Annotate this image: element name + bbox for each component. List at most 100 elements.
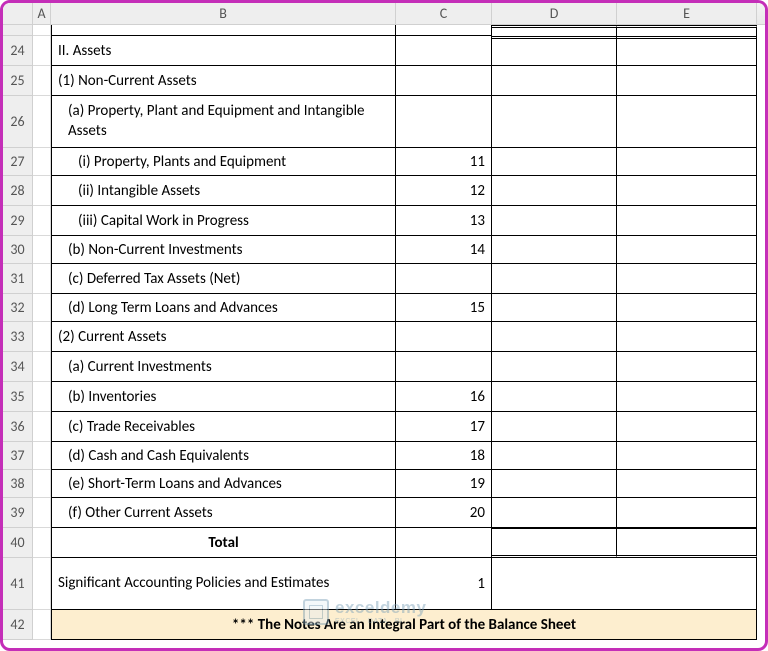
col-header-B[interactable]: B [51, 3, 396, 24]
row-header-36[interactable]: 36 [3, 412, 33, 442]
cell-A[interactable] [33, 36, 51, 66]
cell-DE-merged[interactable] [492, 558, 757, 610]
cell-D[interactable] [492, 294, 617, 322]
col-header-E[interactable]: E [617, 3, 757, 24]
row-header-42[interactable]: 42 [3, 610, 33, 640]
cell-E[interactable] [617, 442, 757, 470]
cell-B[interactable]: II. Assets [51, 36, 396, 66]
cell-A[interactable] [33, 352, 51, 382]
cell-B[interactable]: (2) Current Assets [51, 322, 396, 352]
cell-B[interactable]: (a) Property, Plant and Equipment and In… [51, 96, 396, 148]
cell-E[interactable] [617, 352, 757, 382]
cell-C[interactable]: 13 [396, 206, 492, 236]
cell-B[interactable]: (f) Other Current Assets [51, 498, 396, 528]
cell-C[interactable]: 16 [396, 382, 492, 412]
cell-D[interactable] [492, 442, 617, 470]
cell-A[interactable] [33, 236, 51, 264]
col-header-A[interactable]: A [33, 3, 51, 24]
cell-E[interactable] [617, 382, 757, 412]
cell-D[interactable] [492, 322, 617, 352]
cell-E[interactable] [617, 412, 757, 442]
cell-A[interactable] [33, 66, 51, 96]
cell-E[interactable] [617, 528, 757, 558]
cell-E[interactable] [617, 294, 757, 322]
cell-D[interactable] [492, 206, 617, 236]
cell-D[interactable] [492, 382, 617, 412]
cell-A[interactable] [33, 528, 51, 558]
row-header-26[interactable]: 26 [3, 96, 33, 148]
row-header-41[interactable]: 41 [3, 558, 33, 610]
cell-E[interactable] [617, 236, 757, 264]
cell-B[interactable]: Significant Accounting Policies and Esti… [51, 558, 396, 610]
cell-A[interactable] [33, 558, 51, 610]
cell-A[interactable] [33, 322, 51, 352]
cell-B[interactable]: (iii) Capital Work in Progress [51, 206, 396, 236]
row-header-24[interactable]: 24 [3, 36, 33, 66]
cell-E[interactable] [617, 264, 757, 294]
cell-B[interactable]: (c) Deferred Tax Assets (Net) [51, 264, 396, 294]
row-header-39[interactable]: 39 [3, 498, 33, 528]
cell-C[interactable]: 18 [396, 442, 492, 470]
cell-D[interactable] [492, 176, 617, 206]
cell-D[interactable] [492, 352, 617, 382]
cell-B[interactable]: (1) Non-Current Assets [51, 66, 396, 96]
cell-D[interactable] [492, 528, 617, 558]
cell-A[interactable] [33, 382, 51, 412]
cell-C[interactable] [396, 352, 492, 382]
cell-B[interactable]: (b) Inventories [51, 382, 396, 412]
row-header-28[interactable]: 28 [3, 176, 33, 206]
cell-D[interactable] [492, 96, 617, 148]
cell-E[interactable] [617, 66, 757, 96]
cell-D[interactable] [492, 412, 617, 442]
row-header-30[interactable]: 30 [3, 236, 33, 264]
row-header-25[interactable]: 25 [3, 66, 33, 96]
cell-A[interactable] [33, 498, 51, 528]
cell-D[interactable] [492, 470, 617, 498]
cell-A[interactable] [33, 412, 51, 442]
cell-E[interactable] [617, 206, 757, 236]
cell-E[interactable] [617, 498, 757, 528]
row-header-27[interactable]: 27 [3, 148, 33, 176]
cell-E[interactable] [617, 148, 757, 176]
cell-B[interactable]: (c) Trade Receivables [51, 412, 396, 442]
cell-E[interactable] [617, 470, 757, 498]
select-all-corner[interactable] [3, 3, 33, 24]
footer-note[interactable]: *** The Notes Are an Integral Part of th… [51, 610, 757, 640]
row-header-partial[interactable] [3, 25, 33, 36]
cell-B[interactable]: Total [51, 528, 396, 558]
cell-C[interactable]: 15 [396, 294, 492, 322]
row-header-40[interactable]: 40 [3, 528, 33, 558]
cell-C[interactable]: 14 [396, 236, 492, 264]
cell-E[interactable] [617, 176, 757, 206]
cell-B[interactable]: (b) Non-Current Investments [51, 236, 396, 264]
row-header-34[interactable]: 34 [3, 352, 33, 382]
cell-B[interactable]: (i) Property, Plants and Equipment [51, 148, 396, 176]
cell-A[interactable] [33, 176, 51, 206]
cell-E[interactable] [617, 96, 757, 148]
row-header-33[interactable]: 33 [3, 322, 33, 352]
cell-A[interactable] [33, 294, 51, 322]
col-header-C[interactable]: C [396, 3, 492, 24]
cell-C[interactable] [396, 36, 492, 66]
row-header-32[interactable]: 32 [3, 294, 33, 322]
cell-C[interactable]: 17 [396, 412, 492, 442]
cell-C[interactable]: 20 [396, 498, 492, 528]
cell-C[interactable] [396, 264, 492, 294]
cell-D[interactable] [492, 66, 617, 96]
cell-B[interactable]: (d) Cash and Cash Equivalents [51, 442, 396, 470]
cell-A[interactable] [33, 206, 51, 236]
cell-D[interactable] [492, 236, 617, 264]
cell-A[interactable] [33, 470, 51, 498]
cell-A[interactable] [33, 442, 51, 470]
cell-C[interactable] [396, 322, 492, 352]
cell-A[interactable] [33, 148, 51, 176]
cell-C[interactable] [396, 96, 492, 148]
cell-C[interactable]: 11 [396, 148, 492, 176]
cell-A[interactable] [33, 96, 51, 148]
cell-A[interactable] [33, 264, 51, 294]
row-header-29[interactable]: 29 [3, 206, 33, 236]
col-header-D[interactable]: D [492, 3, 617, 24]
cell-D[interactable] [492, 264, 617, 294]
cell-C[interactable] [396, 528, 492, 558]
row-header-38[interactable]: 38 [3, 470, 33, 498]
